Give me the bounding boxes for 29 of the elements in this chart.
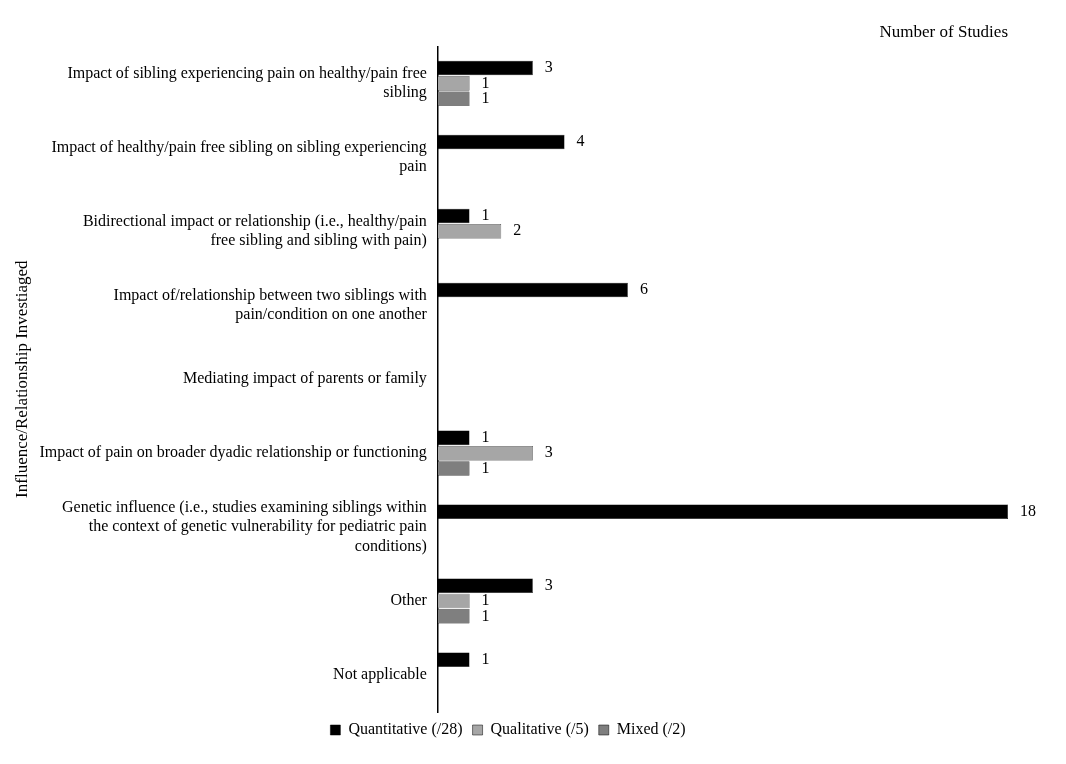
y-tick-label: Not applicable: [333, 665, 427, 684]
data-label: 1: [481, 73, 490, 91]
data-label: 1: [481, 649, 490, 667]
y-tick-label: Genetic influence (i.e., studies examining siblings within the context of genetic vulnerability for pediatric pain conditions): [62, 498, 427, 555]
data-label: 1: [481, 591, 490, 609]
y-tick-label: Other: [390, 591, 428, 609]
data-label: 6: [639, 280, 648, 298]
legend-label: Mixed (/2): [616, 720, 686, 739]
data-label: 1: [481, 428, 490, 446]
y-tick-label: Impact of/relationship between two siblings with pain/condition on one another: [113, 285, 428, 324]
data-label: 3: [544, 58, 553, 76]
legend-label: Quantitative (/28): [348, 720, 463, 739]
data-label: 1: [481, 206, 490, 224]
legend-label: Qualitative (/5): [490, 720, 589, 739]
y-tick-label: Impact of sibling experiencing pain on healthy/pain free sibling: [67, 63, 427, 102]
data-label: 1: [481, 458, 490, 476]
y-tick-label: Bidirectional impact or relationship (i.e., healthy/pain free sibling and sibling with pain): [82, 211, 427, 250]
y-tick-label: Mediating impact of parents or family: [182, 369, 427, 388]
data-label: 1: [481, 88, 490, 106]
data-label: 3: [544, 575, 553, 593]
data-label: 2: [513, 221, 522, 239]
y-tick-label: Impact of pain on broader dyadic relationship or functioning: [39, 443, 427, 462]
y-tick-label: Impact of healthy/pain free sibling on sibling experiencing pain: [51, 137, 427, 176]
x-axis-title: Number of Studies: [879, 21, 1008, 41]
data-label: 1: [481, 606, 490, 624]
y-axis-title: Influence/Relationship Investiaged: [11, 259, 31, 498]
data-label: 3: [544, 443, 553, 461]
data-label: 18: [1020, 502, 1036, 520]
data-label: 4: [576, 132, 585, 150]
